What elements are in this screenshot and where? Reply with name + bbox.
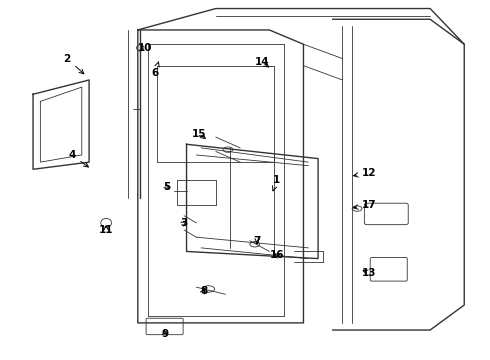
Text: 2: 2 xyxy=(64,54,84,74)
Text: 3: 3 xyxy=(180,218,188,228)
Text: 7: 7 xyxy=(253,236,261,246)
Text: 15: 15 xyxy=(192,129,206,139)
Text: 8: 8 xyxy=(200,286,207,296)
Text: 1: 1 xyxy=(272,175,280,191)
Text: 4: 4 xyxy=(68,150,88,167)
Text: 14: 14 xyxy=(255,57,270,67)
Text: 12: 12 xyxy=(354,168,376,178)
Text: 6: 6 xyxy=(151,62,159,78)
Text: 17: 17 xyxy=(354,200,376,210)
Text: 11: 11 xyxy=(99,225,113,235)
Text: 5: 5 xyxy=(164,182,171,192)
Text: 16: 16 xyxy=(270,250,284,260)
Text: 10: 10 xyxy=(138,43,152,53)
Text: 13: 13 xyxy=(362,268,376,278)
Text: 9: 9 xyxy=(161,329,168,339)
